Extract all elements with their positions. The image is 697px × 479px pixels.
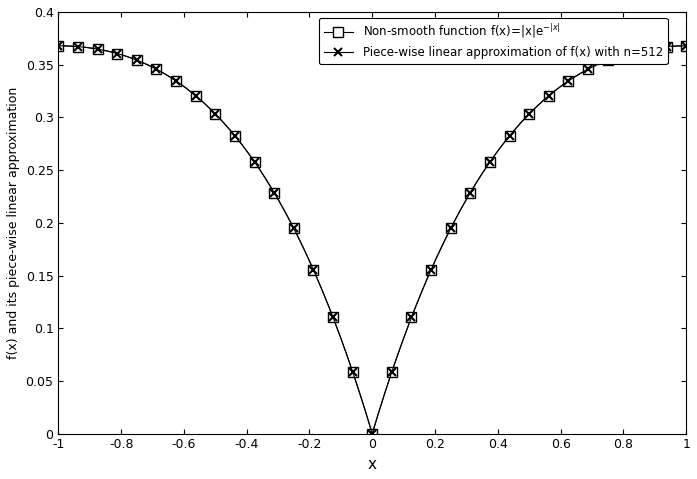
Non-smooth function f(x)=|x|e$^{-|x|}$ — [54, 43, 63, 49]
Piece-wise linear approximation of f(x) with n=512 — [66, 43, 74, 49]
Line: Piece-wise linear approximation of f(x) with n=512: Piece-wise linear approximation of f(x) … — [54, 42, 690, 438]
Non-smooth function f(x)=|x|e$^{-|x|}$ — [444, 230, 452, 236]
Non-smooth function f(x)=|x|e$^{-|x|}$ — [676, 43, 684, 49]
Piece-wise linear approximation of f(x) with n=512 — [682, 43, 690, 49]
Non-smooth function f(x)=|x|e$^{-|x|}$ — [368, 431, 376, 436]
Piece-wise linear approximation of f(x) with n=512 — [168, 76, 176, 81]
Non-smooth function f(x)=|x|e$^{-|x|}$ — [137, 59, 146, 65]
X-axis label: x: x — [368, 457, 377, 472]
Piece-wise linear approximation of f(x) with n=512 — [444, 230, 452, 236]
Non-smooth function f(x)=|x|e$^{-|x|}$ — [682, 43, 690, 49]
Line: Non-smooth function f(x)=|x|e$^{-|x|}$: Non-smooth function f(x)=|x|e$^{-|x|}$ — [54, 41, 691, 438]
Non-smooth function f(x)=|x|e$^{-|x|}$ — [168, 76, 176, 81]
Piece-wise linear approximation of f(x) with n=512 — [368, 431, 376, 436]
Piece-wise linear approximation of f(x) with n=512 — [137, 59, 146, 65]
Piece-wise linear approximation of f(x) with n=512 — [54, 43, 63, 49]
Piece-wise linear approximation of f(x) with n=512 — [676, 43, 684, 49]
Piece-wise linear approximation of f(x) with n=512 — [183, 86, 191, 92]
Legend: Non-smooth function f(x)=|x|e$^{-|x|}$, Piece-wise linear approximation of f(x) : Non-smooth function f(x)=|x|e$^{-|x|}$, … — [319, 18, 668, 64]
Y-axis label: f(x) and its piece-wise linear approximation: f(x) and its piece-wise linear approxima… — [7, 87, 20, 359]
Non-smooth function f(x)=|x|e$^{-|x|}$ — [183, 86, 191, 92]
Non-smooth function f(x)=|x|e$^{-|x|}$ — [66, 43, 74, 49]
